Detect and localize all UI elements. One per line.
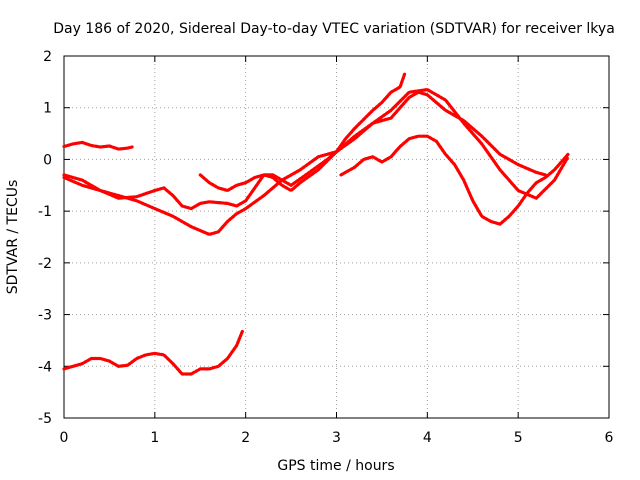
series-track-e — [339, 134, 570, 226]
series-group — [62, 72, 570, 376]
y-tick-label: 1 — [43, 101, 52, 117]
series-track-d — [198, 72, 407, 193]
series-track-c — [62, 90, 547, 211]
series-track-b — [62, 88, 570, 236]
chart-title: Day 186 of 2020, Sidereal Day-to-day VTE… — [53, 21, 615, 37]
x-axis-label: GPS time / hours — [277, 458, 394, 474]
y-axis-label: SDTVAR / TECUs — [5, 180, 21, 295]
y-tick-label: -2 — [38, 256, 52, 272]
x-tick-label: 4 — [423, 430, 432, 446]
y-tick-label: 2 — [43, 49, 52, 65]
grid — [64, 56, 609, 418]
y-tick-label: -4 — [38, 359, 52, 375]
x-axis: 0 1 2 3 4 5 6 — [60, 56, 614, 446]
y-tick-label: -5 — [38, 411, 52, 427]
x-tick-label: 5 — [514, 430, 523, 446]
y-tick-label: 0 — [43, 152, 52, 168]
y-tick-label: -1 — [38, 204, 52, 220]
x-tick-label: 1 — [150, 430, 159, 446]
series-track-a — [62, 140, 134, 151]
y-axis: -5 -4 -3 -2 -1 0 1 2 — [38, 49, 609, 427]
x-tick-label: 2 — [241, 430, 250, 446]
x-tick-label: 0 — [60, 430, 69, 446]
series-track-f — [62, 328, 245, 376]
x-tick-label: 3 — [332, 430, 341, 446]
x-tick-label: 6 — [605, 430, 614, 446]
y-tick-label: -3 — [38, 308, 52, 324]
